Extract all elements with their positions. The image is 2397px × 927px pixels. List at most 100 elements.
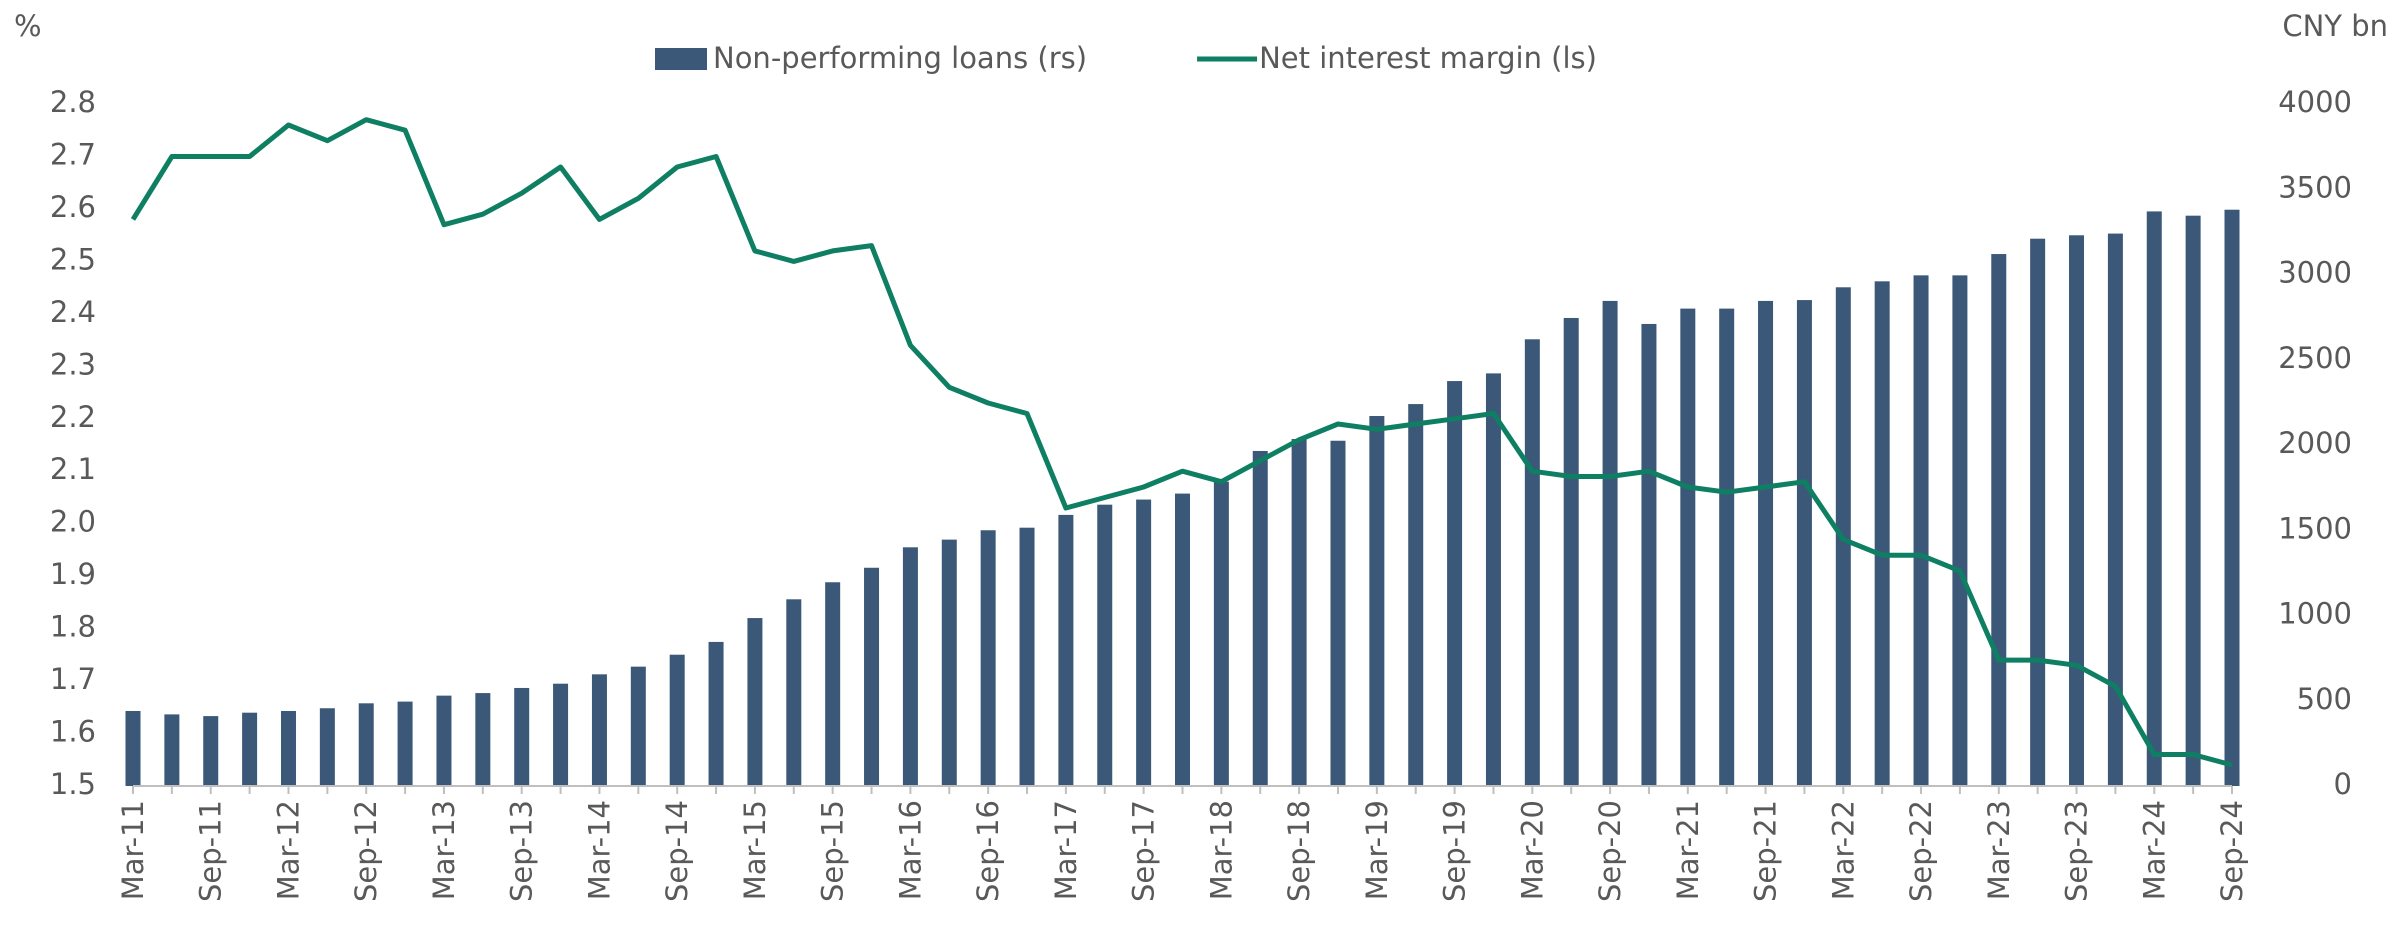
bar [825, 582, 841, 786]
y-tick-label: 1.9 [50, 557, 96, 591]
bar [1408, 404, 1424, 786]
y-axis-label: % [14, 9, 42, 43]
bar [2069, 235, 2085, 786]
bar [2185, 215, 2201, 787]
y-tick-label: 2.3 [50, 347, 96, 381]
bar [1991, 254, 2007, 787]
x-tick-label: Sep-22 [1904, 800, 1938, 902]
y2-tick-label: 1500 [2278, 511, 2352, 545]
bar [1369, 416, 1385, 786]
bar [591, 674, 607, 786]
x-tick-label: Mar-13 [427, 800, 461, 900]
bar [941, 539, 957, 786]
x-tick-label: Sep-15 [816, 800, 850, 902]
y2-tick-label: 2000 [2278, 426, 2352, 460]
bar [1058, 514, 1074, 786]
bar [1680, 308, 1696, 786]
y2-tick-label: 0 [2334, 767, 2352, 801]
bar [1796, 300, 1812, 786]
x-tick-label: Sep-20 [1593, 800, 1627, 902]
bar [1019, 527, 1035, 786]
x-tick-label: Mar-20 [1515, 800, 1549, 900]
bar [630, 666, 646, 786]
y-tick-label: 2.6 [50, 190, 96, 224]
bar [1952, 275, 1968, 786]
bar [1602, 300, 1618, 786]
bar [1447, 381, 1463, 786]
x-tick-label: Mar-24 [2137, 800, 2171, 900]
bar [1719, 308, 1735, 786]
x-tick-label: Mar-23 [1982, 800, 2016, 900]
legend-label: Non-performing loans (rs) [713, 41, 1087, 75]
bar [1291, 439, 1307, 786]
x-tick-label: Sep-23 [2060, 800, 2094, 902]
bar [1485, 373, 1501, 786]
x-tick-label: Sep-21 [1749, 800, 1783, 902]
x-tick-label: Mar-18 [1204, 800, 1238, 900]
bar [1758, 300, 1774, 786]
legend-label: Net interest margin (ls) [1259, 41, 1597, 75]
bar [164, 714, 180, 786]
x-tick-label: Mar-17 [1049, 800, 1083, 900]
bar [203, 716, 219, 786]
x-tick-label: Mar-12 [271, 800, 305, 900]
bar [1641, 323, 1657, 786]
y-tick-label: 1.5 [50, 767, 96, 801]
bar [2107, 233, 2123, 786]
bar [2224, 209, 2240, 786]
bar [1175, 493, 1190, 786]
x-tick-label: Sep-24 [2215, 800, 2249, 902]
x-tick-label: Mar-16 [893, 800, 927, 900]
y-tick-label: 2.7 [50, 137, 96, 171]
y-tick-label: 2.5 [50, 242, 96, 276]
y2-tick-label: 4000 [2278, 85, 2352, 119]
y2-tick-label: 3500 [2278, 170, 2352, 204]
legend-swatch [655, 48, 707, 70]
x-tick-label: Mar-21 [1671, 800, 1705, 900]
x-tick-label: Sep-12 [349, 800, 383, 902]
bar [553, 683, 569, 786]
x-tick-label: Sep-18 [1282, 800, 1316, 902]
y2-tick-label: 3000 [2278, 256, 2352, 290]
bar [1524, 339, 1540, 786]
bar [397, 701, 413, 786]
bar [786, 599, 802, 786]
bar [1252, 450, 1268, 786]
y-tick-label: 2.1 [50, 452, 96, 486]
y-tick-label: 1.8 [50, 610, 96, 644]
y2-tick-label: 2500 [2278, 341, 2352, 375]
bar [980, 530, 996, 786]
bar [902, 547, 918, 786]
x-tick-label: Sep-16 [971, 800, 1005, 902]
bar [2030, 238, 2046, 786]
bar [475, 693, 491, 786]
bar [2146, 211, 2162, 787]
y2-tick-label: 1000 [2278, 597, 2352, 631]
x-tick-label: Mar-14 [582, 800, 616, 900]
bar [1913, 275, 1929, 786]
bar [708, 641, 724, 786]
x-tick-label: Mar-19 [1360, 800, 1394, 900]
bar [242, 712, 258, 786]
y2-axis-label: CNY bn [2282, 9, 2388, 43]
y-tick-label: 1.6 [50, 715, 96, 749]
bar [280, 710, 296, 786]
bar [358, 703, 374, 786]
y-tick-label: 2.0 [50, 505, 96, 539]
line [130, 117, 2233, 768]
x-tick-label: Sep-13 [505, 800, 539, 902]
y-tick-label: 2.2 [50, 400, 96, 434]
bar [319, 708, 335, 786]
bar [1330, 440, 1346, 786]
x-tick-label: Sep-17 [1127, 800, 1161, 902]
x-tick-label: Sep-11 [194, 800, 228, 902]
y2-tick-label: 500 [2297, 682, 2352, 716]
bar [1563, 317, 1579, 786]
bar [125, 710, 141, 786]
x-tick-label: Mar-15 [738, 800, 772, 900]
bar [1874, 281, 1890, 786]
x-tick-label: Mar-22 [1826, 800, 1860, 900]
y-tick-label: 1.7 [50, 662, 96, 696]
